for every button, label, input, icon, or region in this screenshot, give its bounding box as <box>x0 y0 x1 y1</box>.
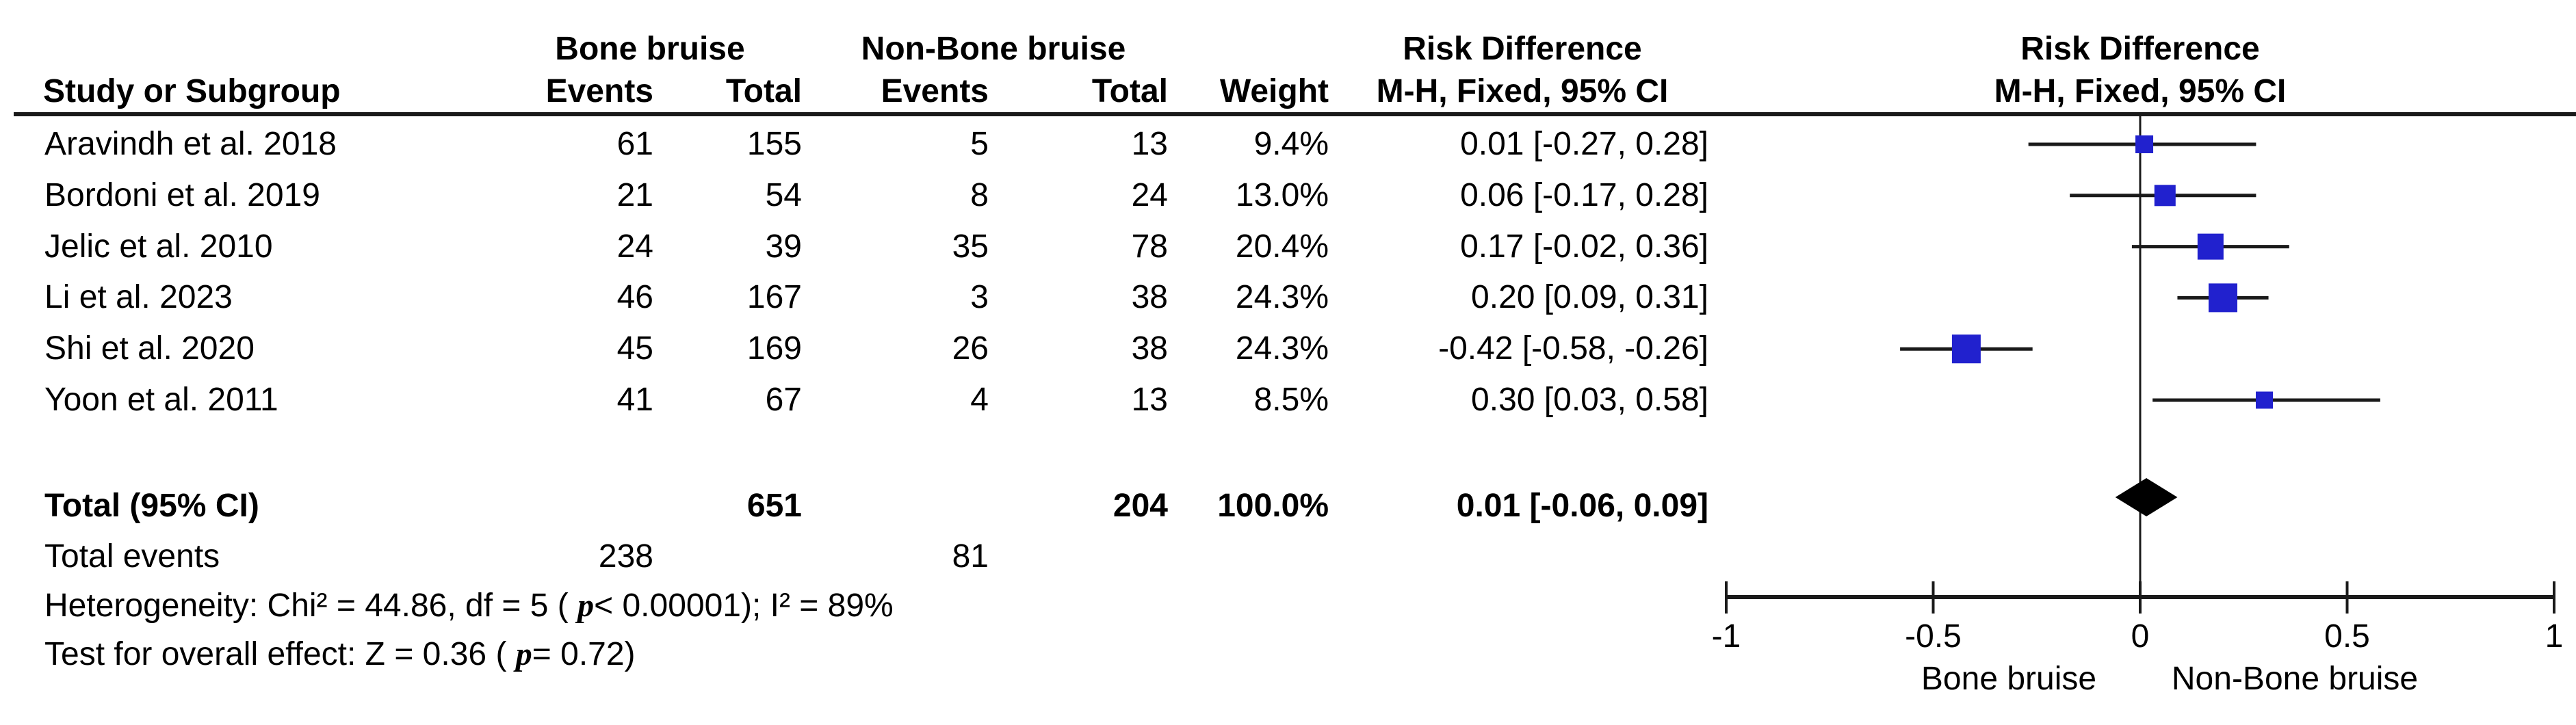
heterogeneity-row: Heterogeneity: Chi² = 44.86, df = 5 ( p<… <box>0 581 2576 631</box>
weight-cell: 8.5% <box>1253 382 1329 418</box>
bone-bruise-total-cell: 169 <box>746 330 802 367</box>
total-events-label: Total events <box>44 538 220 575</box>
non-bone-bruise-events-cell: 3 <box>970 279 989 316</box>
study-row: Aravindh et al. 2018 61 155 5 13 9.4% 0.01 [-0… <box>0 119 2576 170</box>
study-row: Bordoni et al. 2019 21 54 8 24 13.0% 0.06 [-0.… <box>0 170 2576 221</box>
total-events-nbb: 81 <box>952 538 989 575</box>
non-bone-bruise-events-cell: 35 <box>952 228 989 265</box>
weight-cell: 20.4% <box>1235 228 1329 265</box>
study-row: Li et al. 2023 46 167 3 38 24.3% 0.20 [0.09, 0… <box>0 272 2576 323</box>
axis-tick-label: 1 <box>2545 618 2564 655</box>
study-name-cell: Li et al. 2023 <box>44 279 233 316</box>
study-name-cell: Bordoni et al. 2019 <box>44 176 320 213</box>
total-nbb-total: 204 <box>1113 488 1168 524</box>
ci-text-cell: 0.17 [-0.02, 0.36] <box>1460 228 1708 265</box>
ci-text-cell: 0.20 [0.09, 0.31] <box>1471 279 1708 316</box>
bone-bruise-total-cell: 54 <box>765 176 802 213</box>
bone-bruise-total-cell: 67 <box>765 382 802 418</box>
weight-cell: 13.0% <box>1235 176 1329 213</box>
ci-text-cell: -0.42 [-0.58, -0.26] <box>1438 330 1708 367</box>
p-symbol: p <box>577 588 595 624</box>
non-bone-bruise-events-cell: 26 <box>952 330 989 367</box>
total-events-row: Total events 238 81 <box>0 531 2576 582</box>
ci-text-cell: 0.30 [0.03, 0.58] <box>1471 382 1708 418</box>
study-row: Yoon et al. 2011 41 67 4 13 8.5% 0.30 [0.03, 0… <box>0 375 2576 425</box>
non-bone-bruise-total-cell: 13 <box>1131 382 1168 418</box>
header-rule <box>14 112 2576 116</box>
weight-cell: 24.3% <box>1235 279 1329 316</box>
bone-bruise-total-header: Total <box>725 73 802 109</box>
group-header-non-bone-bruise: Non-Bone bruise <box>861 31 1126 67</box>
total-weight: 100.0% <box>1217 488 1329 524</box>
weight-column-header: Weight <box>1219 73 1329 109</box>
study-column-header: Study or Subgroup <box>43 73 341 109</box>
study-name-cell: Shi et al. 2020 <box>44 330 255 367</box>
bone-bruise-total-cell: 155 <box>746 126 802 162</box>
total-events-bb: 238 <box>598 538 653 575</box>
study-name-cell: Aravindh et al. 2018 <box>44 126 337 162</box>
study-row: Shi et al. 2020 45 169 26 38 24.3% -0.42 [-0.5… <box>0 324 2576 374</box>
overall-effect-row: Test for overall effect: Z = 0.36 ( p= 0… <box>0 629 2576 680</box>
ci-text-cell: 0.06 [-0.17, 0.28] <box>1460 176 1708 213</box>
bone-bruise-total-cell: 39 <box>765 228 802 265</box>
p-symbol: p <box>515 636 532 672</box>
axis-right-label: Non-Bone bruise <box>2171 661 2419 697</box>
weight-cell: 9.4% <box>1253 126 1329 162</box>
ci-text-cell: 0.01 [-0.27, 0.28] <box>1460 126 1708 162</box>
bone-bruise-events-cell: 46 <box>616 279 653 316</box>
total-bb-total: 651 <box>746 488 802 524</box>
non-bone-bruise-total-header: Total <box>1091 73 1168 109</box>
mh-ci-text-column-header: M-H, Fixed, 95% CI <box>1376 73 1669 109</box>
axis-left-label: Bone bruise <box>1921 661 2097 697</box>
non-bone-bruise-total-cell: 24 <box>1131 176 1168 213</box>
non-bone-bruise-events-header: Events <box>881 73 989 109</box>
study-name-cell: Jelic et al. 2010 <box>44 228 273 265</box>
bone-bruise-events-header: Events <box>545 73 653 109</box>
non-bone-bruise-events-cell: 5 <box>970 126 989 162</box>
mh-ci-plot-column-header: M-H, Fixed, 95% CI <box>1994 73 2287 109</box>
total-ci-text: 0.01 [-0.06, 0.09] <box>1456 488 1708 524</box>
risk-difference-text-header: Risk Difference <box>1403 31 1642 67</box>
total-label: Total (95% CI) <box>44 488 259 524</box>
heterogeneity-text: Heterogeneity: Chi² = 44.86, df = 5 ( p<… <box>44 588 894 624</box>
study-name-cell: Yoon et al. 2011 <box>44 382 278 418</box>
group-header-bone-bruise: Bone bruise <box>555 31 745 67</box>
non-bone-bruise-total-cell: 78 <box>1131 228 1168 265</box>
overall-effect-text: Test for overall effect: Z = 0.36 ( p= 0… <box>44 636 636 672</box>
non-bone-bruise-events-cell: 4 <box>970 382 989 418</box>
risk-difference-plot-header: Risk Difference <box>2020 31 2260 67</box>
axis-tick-label: 0 <box>2131 618 2150 655</box>
bone-bruise-events-cell: 45 <box>616 330 653 367</box>
bone-bruise-events-cell: 61 <box>616 126 653 162</box>
non-bone-bruise-total-cell: 13 <box>1131 126 1168 162</box>
non-bone-bruise-total-cell: 38 <box>1131 330 1168 367</box>
weight-cell: 24.3% <box>1235 330 1329 367</box>
total-row: Total (95% CI) 651 204 100.0% 0.01 [-0.0… <box>0 481 2576 531</box>
non-bone-bruise-total-cell: 38 <box>1131 279 1168 316</box>
axis-tick-label: 0.5 <box>2324 618 2370 655</box>
axis-tick-label: -0.5 <box>1905 618 1962 655</box>
non-bone-bruise-events-cell: 8 <box>970 176 989 213</box>
axis-tick-label: -1 <box>1711 618 1741 655</box>
study-row: Jelic et al. 2010 24 39 35 78 20.4% 0.17 [-0.0… <box>0 222 2576 272</box>
bone-bruise-events-cell: 21 <box>616 176 653 213</box>
bone-bruise-events-cell: 24 <box>616 228 653 265</box>
bone-bruise-total-cell: 167 <box>746 279 802 316</box>
bone-bruise-events-cell: 41 <box>616 382 653 418</box>
